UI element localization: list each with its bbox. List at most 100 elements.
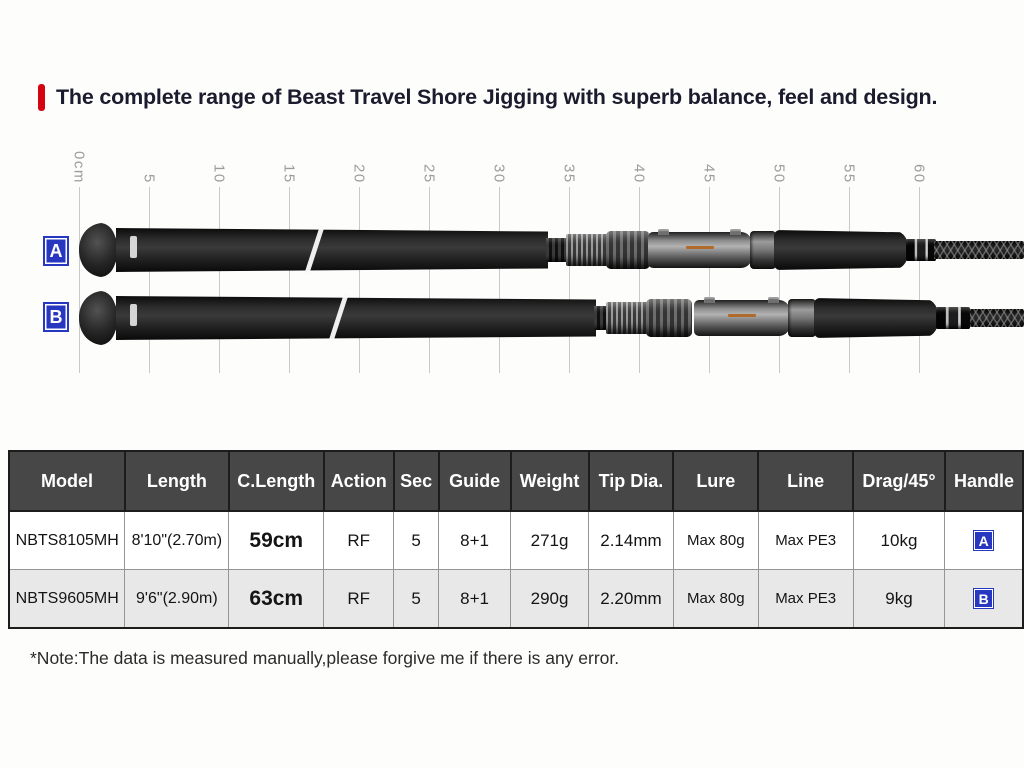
ruler-tick: 45 bbox=[697, 138, 721, 373]
tick-line bbox=[288, 187, 290, 373]
handle-badge-a: A bbox=[973, 530, 995, 551]
col-header-action: Action bbox=[322, 450, 395, 512]
rod-butt-cap bbox=[79, 223, 127, 277]
col-header-length: Length bbox=[123, 450, 230, 512]
rod-carbon-blank bbox=[970, 309, 1024, 327]
reel-seat-hood bbox=[750, 231, 776, 269]
cell-handle: B bbox=[944, 569, 1024, 629]
col-header-handle: Handle bbox=[943, 450, 1024, 512]
cell-drag: 10kg bbox=[852, 510, 946, 570]
rod-fore-grip bbox=[774, 230, 908, 270]
tick-label: 20 bbox=[350, 164, 368, 184]
ruler-tick: 40 bbox=[627, 138, 651, 373]
reel-seat-threads bbox=[566, 234, 608, 266]
cell-clength: 59cm bbox=[228, 510, 325, 570]
cell-sec: 5 bbox=[393, 569, 440, 629]
tick-line bbox=[498, 187, 500, 373]
reel-seat-tab bbox=[730, 229, 741, 235]
tick-label: 5 bbox=[140, 174, 158, 184]
cell-sec: 5 bbox=[393, 510, 440, 570]
reel-seat-tab bbox=[658, 229, 669, 235]
col-header-weight: Weight bbox=[509, 450, 590, 512]
col-header-drag: Drag/45° bbox=[852, 450, 946, 512]
cell-clength: 63cm bbox=[228, 569, 325, 629]
reel-seat-body bbox=[694, 300, 790, 336]
col-header-guide: Guide bbox=[437, 450, 512, 512]
tick-label: 60 bbox=[910, 164, 928, 184]
cell-lure: Max 80g bbox=[672, 569, 759, 629]
tick-label: 10 bbox=[210, 164, 228, 184]
page-title: The complete range of Beast Travel Shore… bbox=[56, 85, 938, 109]
brand-sticker bbox=[130, 304, 137, 326]
tick-line bbox=[848, 187, 850, 373]
col-header-clength: C.Length bbox=[227, 450, 325, 512]
cell-tipdia: 2.14mm bbox=[588, 510, 674, 570]
rod-label-badge-a: A bbox=[43, 236, 69, 266]
spec-row-nbts8105mh: NBTS8105MH 8'10"(2.70m) 59cm RF 5 8+1 27… bbox=[8, 510, 1024, 570]
tick-label: 50 bbox=[770, 164, 788, 184]
tick-line bbox=[78, 187, 80, 373]
ruler-tick: 60 bbox=[907, 138, 931, 373]
reel-seat-lock-nut bbox=[606, 231, 650, 269]
tick-line bbox=[918, 187, 920, 373]
winding-check bbox=[906, 239, 936, 261]
tick-label: 0cm bbox=[70, 151, 88, 184]
ruler-tick: 55 bbox=[837, 138, 861, 373]
spec-table-header-row: Model Length C.Length Action Sec Guide W… bbox=[8, 450, 1024, 512]
tick-label: 15 bbox=[280, 164, 298, 184]
reel-seat-body bbox=[648, 232, 752, 268]
cell-guide: 8+1 bbox=[438, 510, 512, 570]
cell-weight: 271g bbox=[510, 510, 589, 570]
cell-model: NBTS8105MH bbox=[8, 510, 126, 570]
rod-rear-grip bbox=[116, 296, 596, 340]
winding-check bbox=[936, 307, 970, 329]
ruler-tick: 5 bbox=[137, 138, 161, 373]
col-header-lure: Lure bbox=[672, 450, 760, 512]
tick-label: 35 bbox=[560, 164, 578, 184]
ruler-tick: 20 bbox=[347, 138, 371, 373]
tick-line bbox=[428, 187, 430, 373]
reel-seat-logo-mark bbox=[686, 246, 714, 249]
reel-seat-logo-mark bbox=[728, 314, 756, 317]
spec-table: Model Length C.Length Action Sec Guide W… bbox=[8, 450, 1024, 629]
title-accent-bar bbox=[38, 84, 45, 111]
reel-seat-tab bbox=[704, 297, 715, 303]
cell-lure: Max 80g bbox=[672, 510, 759, 570]
rod-butt-cap bbox=[79, 291, 127, 345]
reel-seat-tab bbox=[768, 297, 779, 303]
cell-tipdia: 2.20mm bbox=[588, 569, 674, 629]
tick-label: 40 bbox=[630, 164, 648, 184]
rod-fore-grip bbox=[814, 298, 938, 338]
ruler-tick: 50 bbox=[767, 138, 791, 373]
ruler-tick: 10 bbox=[207, 138, 231, 373]
ruler-tick: 25 bbox=[417, 138, 441, 373]
ruler-tick: 0cm bbox=[67, 138, 91, 373]
cell-guide: 8+1 bbox=[438, 569, 512, 629]
tick-label: 55 bbox=[840, 164, 858, 184]
rod-photo-b bbox=[78, 290, 1024, 346]
col-header-line: Line bbox=[757, 450, 854, 512]
rod-label-badge-b: B bbox=[43, 302, 69, 332]
tick-line bbox=[708, 187, 710, 373]
col-header-tipdia: Tip Dia. bbox=[587, 450, 675, 512]
col-header-model: Model bbox=[8, 450, 126, 512]
ruler-tick: 35 bbox=[557, 138, 581, 373]
ruler-tick: 15 bbox=[277, 138, 301, 373]
note-text: *Note:The data is measured manually,plea… bbox=[30, 648, 620, 668]
rod-photo-a bbox=[78, 222, 1024, 278]
col-header-sec: Sec bbox=[392, 450, 440, 512]
cell-drag: 9kg bbox=[852, 569, 946, 629]
rod-rear-grip bbox=[116, 228, 548, 272]
spec-row-nbts9605mh: NBTS9605MH 9'6"(2.90m) 63cm RF 5 8+1 290… bbox=[8, 569, 1024, 629]
brand-sticker bbox=[130, 236, 137, 258]
cell-handle: A bbox=[944, 510, 1024, 570]
rod-carbon-blank bbox=[934, 241, 1024, 259]
tick-line bbox=[218, 187, 220, 373]
reel-seat-hood bbox=[788, 299, 816, 337]
cell-model: NBTS9605MH bbox=[8, 569, 126, 629]
reel-seat-threads bbox=[606, 302, 648, 334]
cell-line: Max PE3 bbox=[757, 569, 854, 629]
cell-length: 9'6"(2.90m) bbox=[124, 569, 230, 629]
page-title-row: The complete range of Beast Travel Shore… bbox=[38, 84, 937, 111]
